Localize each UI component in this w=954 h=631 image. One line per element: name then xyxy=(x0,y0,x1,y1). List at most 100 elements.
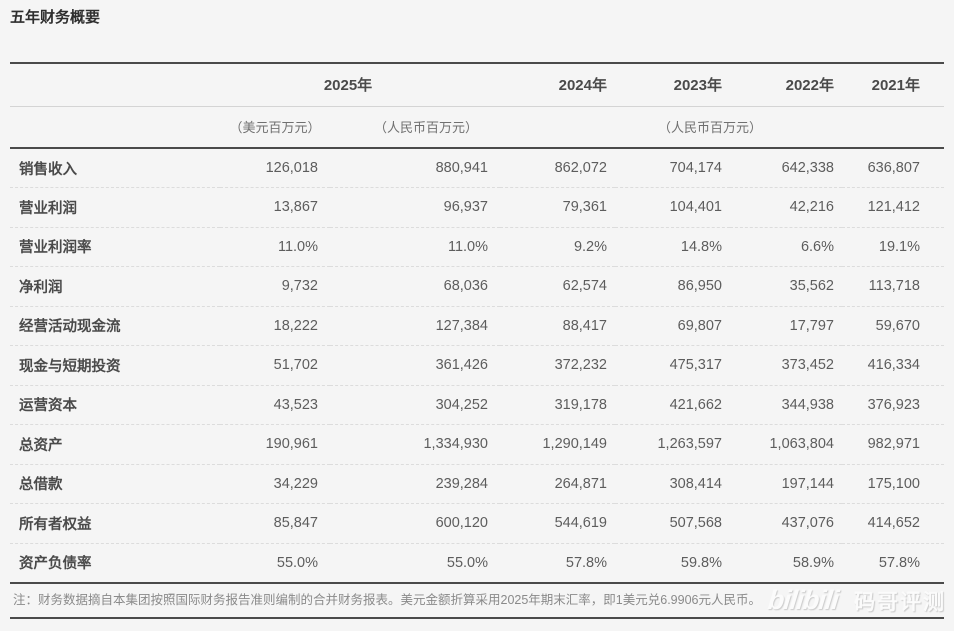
cell-value: 880,941 xyxy=(435,160,488,176)
row-label: 资产负债率 xyxy=(19,556,92,572)
table-row: 经营活动现金流 18,222 127,384 88,417 69,807 17,… xyxy=(10,306,944,346)
cell-value: 197,144 xyxy=(781,475,834,492)
cell-value: 9,732 xyxy=(281,278,318,295)
footnote: 注：财务数据摘自本集团按照国际财务报告准则编制的合并财务报表。美元金额折算采用2… xyxy=(13,592,761,607)
cell-value: 86,950 xyxy=(677,278,722,295)
cell-value: 304,252 xyxy=(435,396,488,413)
cell-value: 11.0% xyxy=(447,238,488,255)
cell-value: 1,263,597 xyxy=(657,436,722,453)
cell-value: 85,847 xyxy=(273,515,318,532)
unit-header-row: （美元百万元） （人民币百万元） （人民币百万元） xyxy=(10,106,944,148)
cell-value: 308,414 xyxy=(669,475,722,492)
cell-value: 96,937 xyxy=(443,199,488,216)
unit-label-rmb-millions-span: （人民币百万元） xyxy=(657,120,762,136)
table-body: 销售收入 126,018 880,941 862,072 704,174 642… xyxy=(10,148,944,583)
cell-value: 1,290,149 xyxy=(542,436,607,453)
cell-value: 982,971 xyxy=(867,436,920,453)
cell-value: 421,662 xyxy=(669,396,722,413)
cell-value: 55.0% xyxy=(446,554,488,571)
cell-value: 11.0% xyxy=(277,238,318,255)
cell-value: 51,702 xyxy=(273,357,318,374)
cell-value: 416,334 xyxy=(867,357,920,374)
cell-value: 88,417 xyxy=(562,317,607,334)
cell-value: 59.8% xyxy=(680,554,722,571)
cell-value: 34,229 xyxy=(273,475,318,492)
column-header-2022: 2022年 xyxy=(785,77,834,95)
table-row: 总借款 34,229 239,284 264,871 308,414 197,1… xyxy=(10,464,944,504)
table-row: 运营资本 43,523 304,252 319,178 421,662 344,… xyxy=(10,385,944,425)
cell-value: 57.8% xyxy=(878,554,920,571)
unit-spacer xyxy=(10,106,220,148)
cell-value: 104,401 xyxy=(669,199,722,216)
cell-value: 43,523 xyxy=(273,396,318,413)
cell-value: 6.6% xyxy=(800,238,834,255)
table-row: 总资产 190,961 1,334,930 1,290,149 1,263,59… xyxy=(10,425,944,464)
unit-label-rmb-millions: （人民币百万元） xyxy=(373,120,478,136)
page-title: 五年财务概要 xyxy=(10,9,101,26)
cell-value: 437,076 xyxy=(781,515,834,532)
table-row: 所有者权益 85,847 600,120 544,619 507,568 437… xyxy=(10,504,944,543)
row-label: 营业利润 xyxy=(19,200,77,217)
cell-value: 264,871 xyxy=(554,475,607,492)
cell-value: 319,178 xyxy=(554,396,607,413)
cell-value: 862,072 xyxy=(554,160,607,176)
row-label: 净利润 xyxy=(19,279,63,296)
row-label: 总借款 xyxy=(19,477,63,494)
column-header-2023: 2023年 xyxy=(673,77,722,95)
cell-value: 42,216 xyxy=(789,199,834,216)
cell-value: 175,100 xyxy=(867,475,920,492)
row-label: 总资产 xyxy=(19,437,63,454)
cell-value: 14.8% xyxy=(680,238,722,255)
cell-value: 344,938 xyxy=(781,396,834,413)
cell-value: 372,232 xyxy=(554,357,607,374)
cell-value: 507,568 xyxy=(669,515,722,532)
cell-value: 1,334,930 xyxy=(423,436,488,453)
unit-label-usd-millions: （美元百万元） xyxy=(229,120,321,136)
cell-value: 68,036 xyxy=(443,278,488,295)
table-row: 现金与短期投资 51,702 361,426 372,232 475,317 3… xyxy=(10,346,944,385)
column-header-2021: 2021年 xyxy=(871,77,920,95)
table-row: 销售收入 126,018 880,941 862,072 704,174 642… xyxy=(10,148,944,188)
table-row: 营业利润率 11.0% 11.0% 9.2% 14.8% 6.6% 19.1% xyxy=(10,227,944,267)
cell-value: 17,797 xyxy=(789,317,834,334)
cell-value: 62,574 xyxy=(562,278,607,295)
cell-value: 373,452 xyxy=(781,357,834,374)
cell-value: 361,426 xyxy=(435,357,488,374)
cell-value: 121,412 xyxy=(867,199,920,216)
table-row: 净利润 9,732 68,036 62,574 86,950 35,562 11… xyxy=(10,267,944,306)
row-label: 经营活动现金流 xyxy=(19,319,121,336)
cell-value: 239,284 xyxy=(435,475,488,492)
cell-value: 35,562 xyxy=(789,278,834,295)
row-label: 运营资本 xyxy=(19,398,77,415)
table-header: 2025年 2024年 2023年 2022年 2021年 （美元百万元） （人… xyxy=(10,63,944,148)
cell-value: 69,807 xyxy=(677,317,722,334)
cell-value: 1,063,804 xyxy=(769,436,834,453)
cell-value: 18,222 xyxy=(273,317,318,334)
cell-value: 642,338 xyxy=(781,160,834,176)
cell-value: 414,652 xyxy=(867,515,920,532)
cell-value: 475,317 xyxy=(669,357,722,374)
row-label: 现金与短期投资 xyxy=(19,358,121,375)
cell-value: 59,670 xyxy=(875,317,920,334)
bottom-divider xyxy=(10,616,944,619)
cell-value: 55.0% xyxy=(276,554,318,571)
table-row: 营业利润 13,867 96,937 79,361 104,401 42,216… xyxy=(10,188,944,227)
year-header-row: 2025年 2024年 2023年 2022年 2021年 xyxy=(10,63,944,106)
cell-value: 58.9% xyxy=(792,554,834,571)
cell-value: 126,018 xyxy=(265,160,318,176)
column-header-2025: 2025年 xyxy=(323,77,373,95)
cell-value: 9.2% xyxy=(573,238,607,255)
row-label: 销售收入 xyxy=(19,161,77,178)
cell-value: 190,961 xyxy=(265,436,318,453)
cell-value: 600,120 xyxy=(435,515,488,532)
cell-value: 19.1% xyxy=(878,238,920,255)
label-column-spacer xyxy=(10,63,220,106)
row-label: 所有者权益 xyxy=(19,516,92,533)
row-label: 营业利润率 xyxy=(19,240,92,257)
cell-value: 113,718 xyxy=(868,278,920,295)
cell-value: 544,619 xyxy=(554,515,607,532)
cell-value: 704,174 xyxy=(669,160,722,176)
cell-value: 636,807 xyxy=(867,160,920,176)
five-year-financial-table: 2025年 2024年 2023年 2022年 2021年 （美元百万元） （人… xyxy=(10,62,944,584)
cell-value: 376,923 xyxy=(867,396,920,413)
